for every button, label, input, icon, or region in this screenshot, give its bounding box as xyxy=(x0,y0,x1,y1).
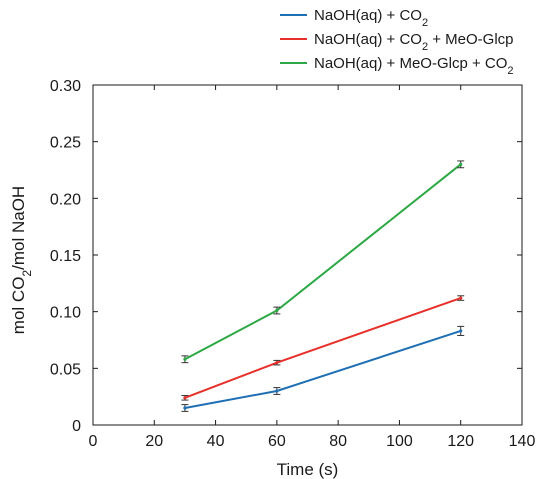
series-line xyxy=(184,329,462,409)
legend-entry-label-part: 2 xyxy=(422,17,428,29)
data-point xyxy=(275,308,279,313)
x-axis: 0 20 40 60 80 100 120 140 xyxy=(89,85,536,450)
x-tick-label: 120 xyxy=(447,433,474,450)
series-line xyxy=(184,297,462,399)
plot-area-frame xyxy=(92,84,523,426)
legend-entry-label-part: + MeO-Glcp xyxy=(428,31,513,48)
x-tick-label: 140 xyxy=(509,433,536,450)
series-line xyxy=(184,163,462,361)
y-tick-label: 0.20 xyxy=(50,191,81,208)
series-layer xyxy=(181,160,465,412)
legend-entry-label: NaOH(aq) + CO2 xyxy=(314,7,428,29)
x-tick-label: 20 xyxy=(145,433,163,450)
series-3 xyxy=(181,160,465,364)
legend-entry-label-part: NaOH(aq) + CO xyxy=(314,7,422,24)
y-axis-label: mol CO2/mol NaOH xyxy=(9,186,34,334)
legend-entry-label-part: 2 xyxy=(507,65,513,77)
y-axis-label-part: 2 xyxy=(20,270,34,277)
legend-entry-label-part: NaOH(aq) + CO xyxy=(314,31,422,48)
x-tick-label: 40 xyxy=(207,433,225,450)
legend-entry-label-part: 2 xyxy=(422,41,428,53)
y-tick-label: 0.30 xyxy=(50,78,81,95)
data-point xyxy=(183,406,187,410)
data-point xyxy=(183,396,187,400)
series-1 xyxy=(181,325,465,412)
legend-entry-label: NaOH(aq) + CO2 + MeO-Glcp xyxy=(314,31,514,53)
x-tick-label: 60 xyxy=(268,433,286,450)
y-axis: 0 0.05 0.10 0.15 0.20 0.25 0.30 xyxy=(50,78,522,435)
legend-entry-label: NaOH(aq) + MeO-Glcp + CO2 xyxy=(314,55,514,77)
y-tick-label: 0.15 xyxy=(50,248,81,265)
y-tick-label: 0.10 xyxy=(50,305,81,322)
data-point xyxy=(459,296,463,300)
x-tick-label: 80 xyxy=(329,433,347,450)
data-point xyxy=(183,357,187,361)
series-2 xyxy=(181,295,465,401)
x-axis-label: Time (s) xyxy=(277,460,339,479)
data-point xyxy=(275,389,279,393)
data-point xyxy=(459,329,463,333)
data-point xyxy=(275,361,279,365)
legend-entry-label-part: NaOH(aq) + MeO-Glcp + CO xyxy=(314,55,507,72)
y-axis-label-part: /mol NaOH xyxy=(9,186,28,270)
y-tick-label: 0.25 xyxy=(50,135,81,152)
x-tick-label: 0 xyxy=(89,433,98,450)
y-tick-label: 0 xyxy=(72,418,81,435)
y-tick-label: 0.05 xyxy=(50,361,81,378)
data-point xyxy=(459,162,463,166)
y-axis-label-part: mol CO xyxy=(9,277,28,335)
x-tick-label: 100 xyxy=(386,433,413,450)
